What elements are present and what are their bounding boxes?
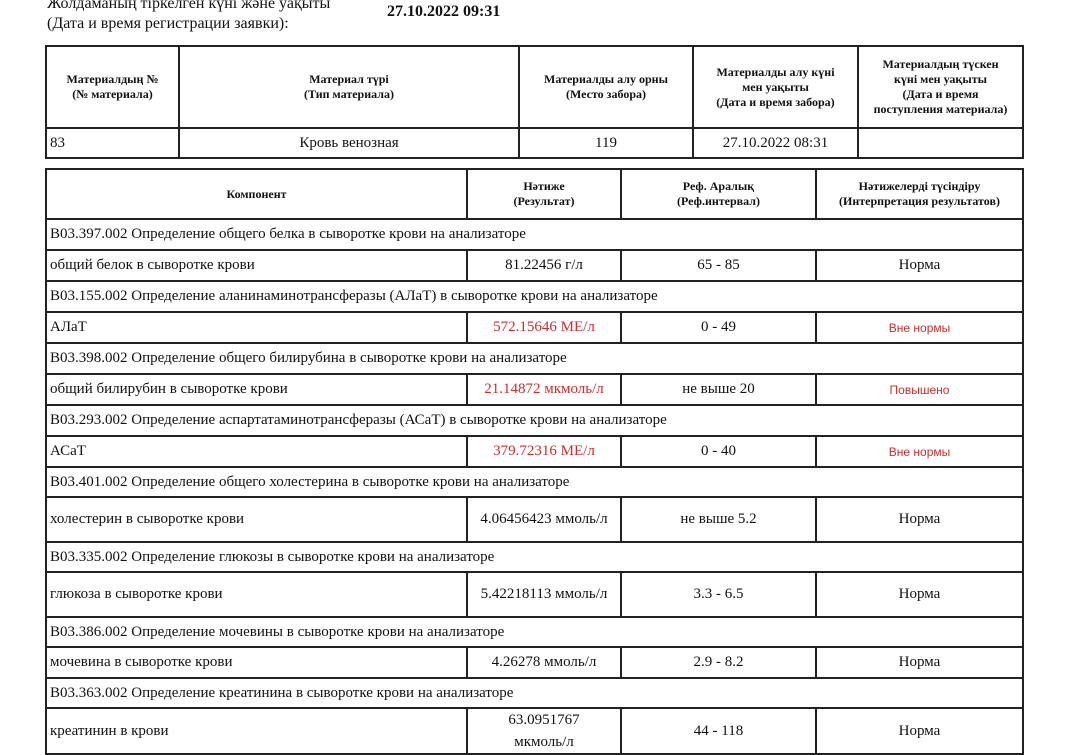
- result-value: 63.0951767 мкмоль/л: [466, 707, 622, 755]
- reference-interval-header-line: Реф. Аралық: [682, 179, 755, 193]
- test-section-row: B03.398.002 Определение общего билирубин…: [45, 342, 1024, 375]
- result-row: мочевина в сыворотке крови 4.26278 ммоль/…: [45, 646, 1024, 679]
- test-section-row: B03.363.002 Определение креатинина в сыв…: [45, 677, 1024, 709]
- test-section-title: B03.155.002 Определение аланинаминотранс…: [45, 280, 1024, 313]
- registration-label-ru: (Дата и время регистрации заявки):: [47, 15, 289, 32]
- interpretation-header-line: (Интерпретация результатов): [839, 194, 1000, 208]
- interpretation-header: Нәтижелерді түсіндіру (Интерпретация резу…: [815, 168, 1024, 220]
- test-section-row: B03.397.002 Определение общего белка в с…: [45, 218, 1024, 251]
- collection-datetime-cell: 27.10.2022 08:31: [692, 127, 859, 159]
- component-name: холестерин в сыворотке крови: [45, 496, 468, 543]
- interpretation: Норма: [815, 571, 1024, 618]
- material-number-header-line: (№ материала): [72, 87, 153, 101]
- component-header-line: Компонент: [226, 186, 287, 201]
- material-header-row: Материалдың № (№ материала) Материал түрі(…: [45, 45, 1024, 129]
- result-row: АСаТ 379.72316 МЕ/л 0 - 40 Вне нормы: [45, 435, 1024, 468]
- interpretation: Норма: [815, 496, 1024, 543]
- result-value: 5.42218113 ммоль/л: [466, 571, 622, 618]
- component-name: глюкоза в сыворотке крови: [45, 571, 468, 618]
- component-name: мочевина в сыворотке крови: [45, 646, 468, 679]
- result-row: АЛаТ 572.15646 МЕ/л 0 - 49 Вне нормы: [45, 311, 1024, 344]
- collection-place-cell: 119: [518, 127, 694, 159]
- test-section-row: B03.155.002 Определение аланинаминотранс…: [45, 280, 1024, 313]
- receipt-datetime-header-line: (Дата и время: [902, 87, 979, 101]
- test-section-title: B03.335.002 Определение глюкозы в сыворо…: [45, 541, 1024, 573]
- result-row: холестерин в сыворотке крови 4.06456423 м…: [45, 496, 1024, 543]
- interpretation: Повышено: [815, 373, 1024, 406]
- material-type-header: Материал түрі (Тип материала): [178, 45, 520, 129]
- material-type-header-line: Материал түрі: [309, 72, 389, 86]
- component-name: общий билирубин в сыворотке крови: [45, 373, 468, 406]
- result-value: 572.15646 МЕ/л: [466, 311, 622, 344]
- component-name: АЛаТ: [45, 311, 468, 344]
- collection-datetime-header-line: Материалды алу күні: [716, 64, 835, 79]
- test-section-title: B03.386.002 Определение мочевины в сывор…: [45, 616, 1024, 648]
- result-header-line: (Результат): [513, 194, 575, 208]
- reference-interval-header: Реф. Аралық (Реф.интервал): [620, 168, 817, 220]
- test-section-title: B03.397.002 Определение общего белка в с…: [45, 218, 1024, 251]
- result-row: креатинин в крови 63.0951767 мкмоль/л 44 -…: [45, 707, 1024, 755]
- receipt-datetime-header-line: поступления материала): [873, 102, 1008, 116]
- receipt-datetime-header-line: Материалдың түскен: [882, 57, 999, 71]
- registration-label-kz: Жолдаманың тіркелген күні және уақыты: [47, 0, 331, 12]
- result-value: 379.72316 МЕ/л: [466, 435, 622, 468]
- interpretation-header-line: Нәтижелерді түсіндіру: [858, 179, 981, 193]
- interpretation: Вне нормы: [815, 435, 1024, 468]
- material-type-header-line: (Тип материала): [304, 87, 394, 101]
- result-value: 21.14872 мкмоль/л: [466, 373, 622, 406]
- result-row: общий белок в сыворотке крови 81.22456 г/…: [45, 249, 1024, 282]
- material-number-header: Материалдың № (№ материала): [45, 45, 180, 129]
- collection-datetime-header-line: мен уақыты: [742, 79, 809, 94]
- interpretation: Норма: [815, 249, 1024, 282]
- result-value: 81.22456 г/л: [466, 249, 622, 282]
- results-header-row: Компонент Нәтиже (Результат) Реф. Аралық (Ре…: [45, 168, 1024, 220]
- result-header: Нәтиже (Результат): [466, 168, 622, 220]
- results-table: Компонент Нәтиже (Результат) Реф. Аралық (Ре…: [45, 168, 1024, 755]
- collection-place-header-line: Материалды алу орны: [544, 72, 668, 86]
- result-row: глюкоза в сыворотке крови 5.42218113 ммол…: [45, 571, 1024, 618]
- reference-interval: 3.3 - 6.5: [620, 571, 817, 618]
- reference-interval: 2.9 - 8.2: [620, 646, 817, 679]
- material-table: Материалдың № (№ материала) Материал түрі(…: [45, 45, 1024, 159]
- registration-label: Жолдаманың тіркелген күні және уақыты (Д…: [47, 0, 330, 34]
- result-header-line: Нәтиже: [523, 179, 565, 193]
- material-number-cell: 83: [45, 127, 180, 159]
- test-section-title: B03.398.002 Определение общего билирубин…: [45, 342, 1024, 375]
- receipt-datetime-header-line: күні мен уақыты: [894, 72, 987, 86]
- receipt-datetime-cell: [857, 127, 1024, 159]
- test-section-row: B03.401.002 Определение общего холестери…: [45, 466, 1024, 498]
- reference-interval: 0 - 49: [620, 311, 817, 344]
- reference-interval-header-line: (Реф.интервал): [677, 194, 760, 208]
- reference-interval: 0 - 40: [620, 435, 817, 468]
- test-section-row: B03.386.002 Определение мочевины в сывор…: [45, 616, 1024, 648]
- component-name: креатинин в крови: [45, 707, 468, 755]
- material-data-row: 83 Кровь венозная 119 27.10.2022 08:31: [45, 127, 1024, 159]
- component-header: Компонент: [45, 168, 468, 220]
- reference-interval: не выше 5.2: [620, 496, 817, 543]
- interpretation: Норма: [815, 707, 1024, 755]
- result-row: общий билирубин в сыворотке крови 21.1487…: [45, 373, 1024, 406]
- reference-interval: не выше 20: [620, 373, 817, 406]
- result-value: 4.26278 ммоль/л: [466, 646, 622, 679]
- collection-datetime-header: Материалды алу күні мен уақыты (Дата и вре…: [692, 45, 859, 129]
- interpretation: Вне нормы: [815, 311, 1024, 344]
- collection-datetime-header-line: (Дата и время забора): [716, 94, 835, 109]
- interpretation: Норма: [815, 646, 1024, 679]
- component-name: АСаТ: [45, 435, 468, 468]
- test-section-title: B03.401.002 Определение общего холестери…: [45, 466, 1024, 498]
- test-section-title: B03.293.002 Определение аспартатаминотра…: [45, 404, 1024, 437]
- test-section-title: B03.363.002 Определение креатинина в сыв…: [45, 677, 1024, 709]
- collection-place-header-line: (Место забора): [565, 87, 647, 101]
- material-type-cell: Кровь венозная: [178, 127, 520, 159]
- test-section-row: B03.293.002 Определение аспартатаминотра…: [45, 404, 1024, 437]
- result-value: 4.06456423 ммоль/л: [466, 496, 622, 543]
- component-name: общий белок в сыворотке крови: [45, 249, 468, 282]
- receipt-datetime-header: Материалдың түскен күні мен уақыты (Дата и…: [857, 45, 1024, 129]
- collection-place-header: Материалды алу орны (Место забора): [518, 45, 694, 129]
- reference-interval: 44 - 118: [620, 707, 817, 755]
- registration-datetime: 27.10.2022 09:31: [387, 3, 501, 20]
- reference-interval: 65 - 85: [620, 249, 817, 282]
- test-section-row: B03.335.002 Определение глюкозы в сыворо…: [45, 541, 1024, 573]
- material-number-header-line: Материалдың №: [66, 72, 159, 86]
